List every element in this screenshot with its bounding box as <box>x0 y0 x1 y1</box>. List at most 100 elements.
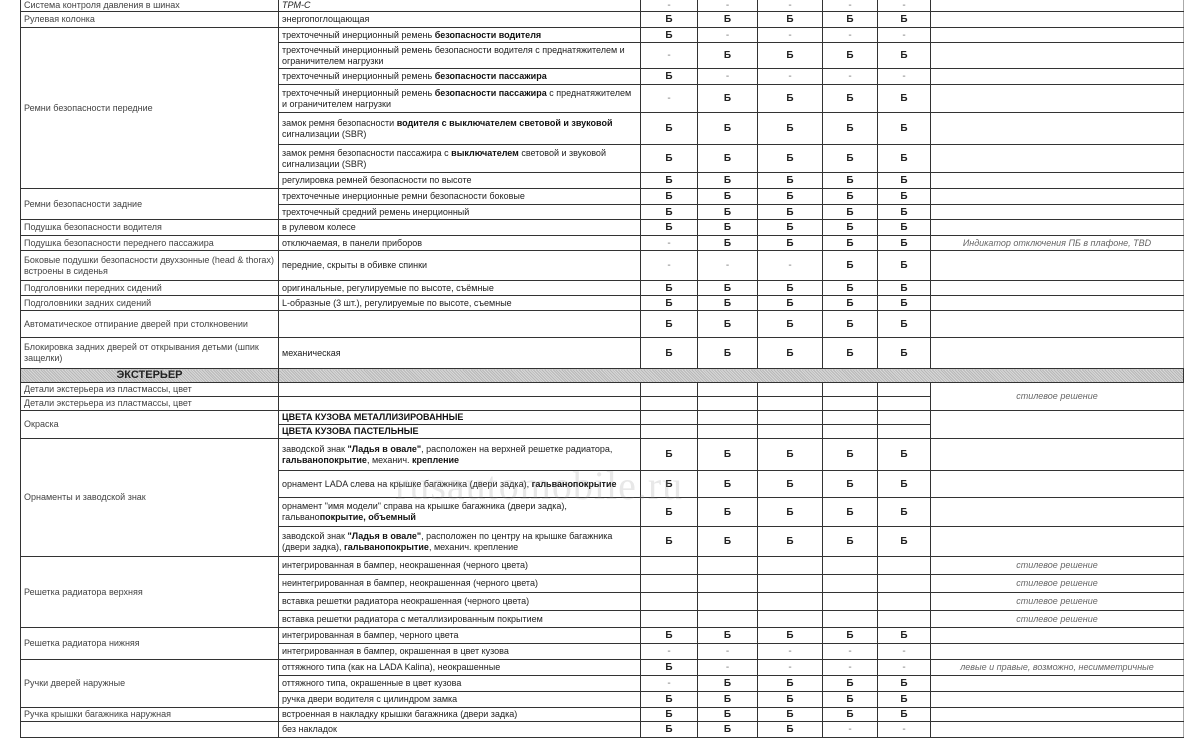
trim-value-cell-4: - <box>822 659 878 676</box>
trim-value-cell-1: Б <box>640 219 698 236</box>
trim-value-cell-1 <box>640 592 698 611</box>
trim-value-cell-1: Б <box>640 144 698 173</box>
trim-value-cell-5 <box>877 574 931 593</box>
description-cell: оригинальные, регулируемые по высоте, съ… <box>278 280 641 296</box>
trim-value-cell-5: Б <box>877 204 931 220</box>
description-text: орнамент LADA слева на крышке багажника … <box>282 478 532 489</box>
trim-value-cell-4: Б <box>822 691 878 708</box>
trim-value-cell-4 <box>822 382 878 397</box>
table-row: Боковые подушки безопасности двухзонные … <box>20 250 1184 281</box>
trim-value-cell-3 <box>757 424 823 439</box>
table-row: Орнаменты и заводской знак заводской знак… <box>20 438 1184 557</box>
trim-value-cell-1: Б <box>640 627 698 644</box>
trim-value-cell-4: Б <box>822 204 878 220</box>
section-title: ЭКСТЕРЬЕР <box>20 368 279 383</box>
trim-value-cell-4: - <box>822 27 878 43</box>
trim-value-cell-3: Б <box>757 204 823 220</box>
description-text: крепление <box>412 454 460 465</box>
description-cell: заводской знак "Ладья в овале", располож… <box>278 526 641 557</box>
trim-value-cell-2 <box>697 396 758 411</box>
description-cell <box>278 382 641 397</box>
trim-value-cell-2: - <box>697 250 758 281</box>
description-text: световой и звуковой сигнализации (SBR) <box>282 147 606 169</box>
feature-cell: Подушка безопасности водителя <box>20 219 279 236</box>
trim-value-cell-1: Б <box>640 280 698 296</box>
description-cell: интегрированная в бампер, неокрашенная (… <box>278 556 641 575</box>
trim-value-cell-3: Б <box>757 691 823 708</box>
description-cell: регулировка ремней безопасности по высот… <box>278 172 641 189</box>
trim-value-cell-5: Б <box>877 497 931 527</box>
description-cell: передние, скрыты в обивке спинки <box>278 250 641 281</box>
description-text: в рулевом колесе <box>282 222 356 232</box>
description-text: "Ладья в овале" <box>347 530 422 541</box>
description-text: ЦВЕТА КУЗОВА ПАСТЕЛЬНЫЕ <box>282 426 419 436</box>
description-cell: интегрированная в бампер, окрашенная в ц… <box>278 643 641 660</box>
trim-value-cell-1: Б <box>640 659 698 676</box>
description-text: встроенная в накладку крышки багажника (… <box>282 709 518 719</box>
feature-cell: Подголовники передних сидений <box>20 280 279 296</box>
description-text: энергопоглощающая <box>282 14 370 24</box>
description-text: TPM-C <box>282 0 311 11</box>
trim-value-cell-1: Б <box>640 721 698 738</box>
trim-value-cell-2: Б <box>697 526 758 557</box>
table-row: Решетка радиатора верхняя интегрированная… <box>20 556 1184 628</box>
trim-value-cell-2 <box>697 382 758 397</box>
trim-value-cell-2: Б <box>697 144 758 173</box>
table-row: ручка двери водителя с цилиндром замка Б Б… <box>21 691 1184 708</box>
description-text: заводской знак <box>282 530 348 541</box>
trim-value-cell-4: Б <box>822 295 878 311</box>
trim-value-cell-4: Б <box>822 112 878 145</box>
description-text: вставка решетки радиатора с металлизиров… <box>282 613 543 624</box>
trim-value-cell-2: Б <box>697 310 758 338</box>
description-text: трехточечные инерционные ремни безопасно… <box>282 191 525 201</box>
trim-value-cell-2: Б <box>697 84 758 113</box>
feature-cell: Орнаменты и заводской знак <box>20 438 279 557</box>
trim-value-cell-3: Б <box>757 219 823 236</box>
trim-value-cell-3 <box>757 396 823 411</box>
description-text: сигнализации (SBR) <box>282 128 367 139</box>
description-text: гальванопокрытие <box>344 541 429 552</box>
table-row: Подушка безопасности водителя в рулевом к… <box>20 219 1184 236</box>
note-cell <box>930 643 1184 660</box>
trim-value-cell-5: Б <box>877 84 931 113</box>
trim-value-cell-3: - <box>757 68 823 85</box>
trim-value-cell-4: Б <box>822 235 878 251</box>
note-cell <box>930 295 1184 311</box>
description-text: передние, скрыты в обивке спинки <box>282 260 428 270</box>
feature-cell: Окраска <box>20 410 279 439</box>
trim-value-cell-2 <box>697 424 758 439</box>
description-text: покрытие, объемный <box>319 512 416 522</box>
note-cell <box>930 627 1184 644</box>
note-cell: стилевое решение <box>930 592 1184 611</box>
trim-value-cell-5: - <box>877 0 931 12</box>
trim-value-cell-3: Б <box>757 497 823 527</box>
trim-value-cell-2: Б <box>697 707 758 722</box>
trim-value-cell-4: Б <box>822 470 878 498</box>
trim-value-cell-1: Б <box>640 11 698 28</box>
trim-value-cell-4: Б <box>822 337 878 369</box>
trim-value-cell-3 <box>757 610 823 628</box>
note-cell <box>930 691 1184 708</box>
trim-value-cell-1 <box>640 382 698 397</box>
trim-value-cell-5: Б <box>877 438 931 471</box>
trim-value-cell-3: Б <box>757 42 823 69</box>
description-cell: без накладок <box>278 721 641 738</box>
description-cell: замок ремня безопасности водителя с выкл… <box>278 112 641 145</box>
trim-value-cell-3: - <box>757 0 823 12</box>
trim-value-cell-2: Б <box>697 721 758 738</box>
trim-value-cell-1: - <box>640 0 698 12</box>
trim-value-cell-5: - <box>877 659 931 676</box>
trim-value-cell-2: Б <box>697 204 758 220</box>
trim-value-cell-3: Б <box>757 337 823 369</box>
note-cell <box>930 27 1184 43</box>
note-cell <box>930 204 1184 220</box>
trim-value-cell-5: Б <box>877 707 931 722</box>
description-cell: ручка двери водителя с цилиндром замка <box>278 691 641 708</box>
note-cell <box>930 219 1184 236</box>
description-cell: замок ремня безопасности пассажира с вык… <box>278 144 641 173</box>
trim-value-cell-4 <box>822 396 878 411</box>
trim-value-cell-5: Б <box>877 280 931 296</box>
description-text: трехточечный инерционный ремень безопасн… <box>282 44 625 66</box>
trim-value-cell-1: Б <box>640 337 698 369</box>
description-cell: отключаемая, в панели приборов <box>278 235 641 251</box>
